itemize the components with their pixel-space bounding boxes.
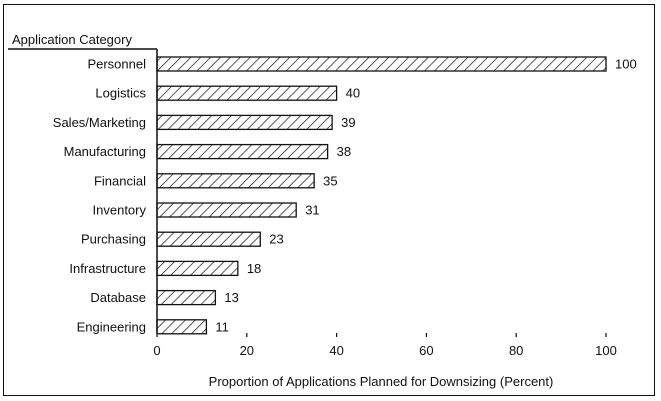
- category-label-financial: Financial: [94, 173, 146, 188]
- bar-financial: [156, 173, 315, 189]
- value-label-inventory: 31: [305, 203, 319, 218]
- value-label-infrastructure: 18: [247, 261, 261, 276]
- category-label-purchasing: Purchasing: [81, 232, 146, 247]
- category-label-infrastructure: Infrastructure: [69, 261, 146, 276]
- x-tick-label-60: 60: [419, 343, 433, 358]
- x-tick-label-80: 80: [509, 343, 523, 358]
- category-label-sales-marketing: Sales/Marketing: [53, 115, 146, 130]
- value-label-database: 13: [224, 290, 238, 305]
- x-tick-label-40: 40: [329, 343, 343, 358]
- x-tick-label-100: 100: [595, 343, 617, 358]
- category-label-engineering: Engineering: [77, 319, 146, 334]
- bar-logistics: [156, 85, 338, 101]
- category-label-manufacturing: Manufacturing: [64, 144, 146, 159]
- category-label-personnel: Personnel: [87, 57, 146, 72]
- bar-infrastructure: [156, 260, 239, 277]
- value-label-manufacturing: 38: [337, 144, 351, 159]
- x-tick-label-20: 20: [240, 343, 254, 358]
- bar-inventory: [156, 202, 297, 218]
- bar-database: [156, 289, 217, 306]
- value-label-personnel: 100: [615, 57, 637, 72]
- x-axis-title: Proportion of Applications Planned for D…: [209, 374, 554, 389]
- value-label-sales-marketing: 39: [341, 115, 355, 130]
- category-label-logistics: Logistics: [95, 86, 146, 101]
- bar-purchasing: [156, 231, 261, 247]
- value-label-purchasing: 23: [269, 232, 283, 247]
- value-label-logistics: 40: [346, 86, 360, 101]
- category-label-inventory: Inventory: [93, 203, 147, 218]
- value-label-financial: 35: [323, 173, 337, 188]
- category-label-database: Database: [90, 290, 146, 305]
- bar-manufacturing: [156, 143, 329, 160]
- bar-personnel: [156, 56, 607, 72]
- bar-sales-marketing: [156, 114, 333, 131]
- x-tick-label-0: 0: [153, 343, 160, 358]
- value-label-engineering: 11: [215, 319, 229, 334]
- category-axis-title: Application Category: [12, 32, 132, 47]
- bar-engineering: [156, 319, 208, 335]
